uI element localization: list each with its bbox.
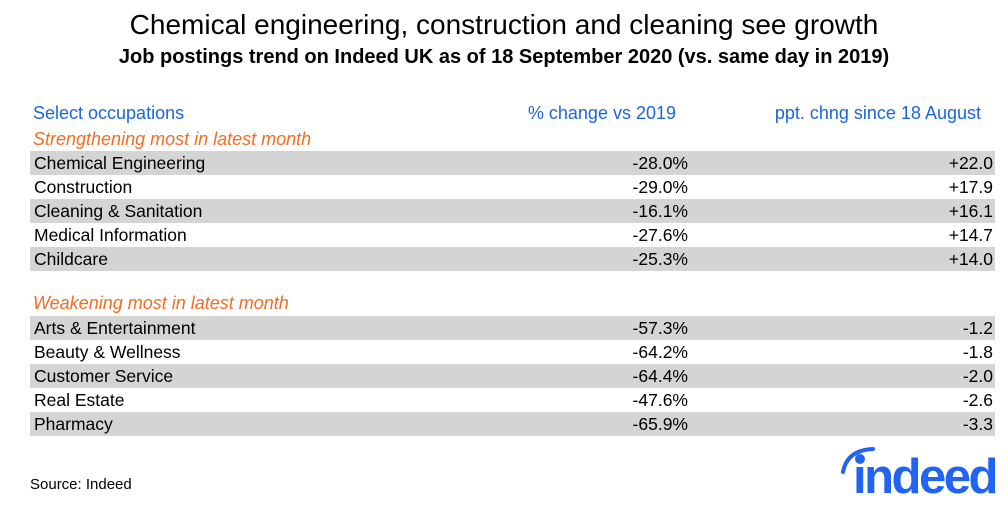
pct-change-cell: -47.6% xyxy=(632,390,688,410)
section-label-weakening: Weakening most in latest month xyxy=(33,293,289,313)
ppt-change-cell: -2.0 xyxy=(962,366,993,386)
logo-i-dot-icon xyxy=(855,454,865,464)
table-header-row: Select occupations % change vs 2019 ppt.… xyxy=(30,101,995,125)
column-header-occupations: Select occupations xyxy=(33,103,185,123)
pct-change-cell: -25.3% xyxy=(632,249,688,269)
occupations-table: Select occupations % change vs 2019 ppt.… xyxy=(30,101,995,436)
indeed-logo-text: ındeed xyxy=(853,450,996,503)
table-row: Chemical Engineering -28.0% +22.0 xyxy=(30,151,995,175)
table-row: Medical Information -27.6% +14.7 xyxy=(30,223,995,247)
table-row: Cleaning & Sanitation -16.1% +16.1 xyxy=(30,199,995,223)
ppt-change-cell: -1.8 xyxy=(962,342,993,362)
ppt-change-cell: +14.7 xyxy=(948,225,993,245)
occupation-cell: Medical Information xyxy=(34,225,187,245)
source-note: Source: Indeed xyxy=(30,476,132,493)
column-header-pct-change: % change vs 2019 xyxy=(527,103,676,123)
occupation-cell: Arts & Entertainment xyxy=(34,318,196,338)
table-row: Childcare -25.3% +14.0 xyxy=(30,247,995,271)
occupation-cell: Cleaning & Sanitation xyxy=(34,201,203,221)
table-row: Customer Service -64.4% -2.0 xyxy=(30,364,995,388)
table-row: Pharmacy -65.9% -3.3 xyxy=(30,412,995,436)
ppt-change-cell: -2.6 xyxy=(962,390,993,410)
table-row: Arts & Entertainment -57.3% -1.2 xyxy=(30,316,995,340)
ppt-change-cell: +17.9 xyxy=(948,177,993,197)
pct-change-cell: -16.1% xyxy=(632,201,688,221)
pct-change-cell: -64.2% xyxy=(632,342,688,362)
occupation-cell: Chemical Engineering xyxy=(34,153,206,173)
occupation-cell: Construction xyxy=(34,177,133,197)
ppt-change-cell: +16.1 xyxy=(948,201,993,221)
page-subtitle: Job postings trend on Indeed UK as of 18… xyxy=(118,46,890,68)
page-title: Chemical engineering, construction and c… xyxy=(129,9,879,40)
column-header-ppt-change: ppt. chng since 18 August xyxy=(774,103,981,123)
occupation-cell: Customer Service xyxy=(34,366,174,386)
table-row: Real Estate -47.6% -2.6 xyxy=(30,388,995,412)
occupation-cell: Pharmacy xyxy=(34,414,113,434)
indeed-logo: ındeed xyxy=(841,447,998,503)
pct-change-cell: -29.0% xyxy=(632,177,688,197)
pct-change-cell: -65.9% xyxy=(632,414,688,434)
occupation-cell: Childcare xyxy=(34,249,108,269)
pct-change-cell: -64.4% xyxy=(632,366,688,386)
occupation-cell: Beauty & Wellness xyxy=(34,342,181,362)
pct-change-cell: -27.6% xyxy=(632,225,688,245)
ppt-change-cell: -1.2 xyxy=(962,318,993,338)
section-spacer xyxy=(30,271,995,291)
section-label-strengthening: Strengthening most in latest month xyxy=(33,129,312,149)
table-row: Construction -29.0% +17.9 xyxy=(30,175,995,199)
ppt-change-cell: -3.3 xyxy=(962,414,993,434)
ppt-change-cell: +22.0 xyxy=(948,153,993,173)
logo-swoosh-icon xyxy=(841,447,875,474)
ppt-change-cell: +14.0 xyxy=(948,249,993,269)
pct-change-cell: -57.3% xyxy=(632,318,688,338)
occupation-cell: Real Estate xyxy=(34,390,125,410)
pct-change-cell: -28.0% xyxy=(632,153,688,173)
table-row: Beauty & Wellness -64.2% -1.8 xyxy=(30,340,995,364)
